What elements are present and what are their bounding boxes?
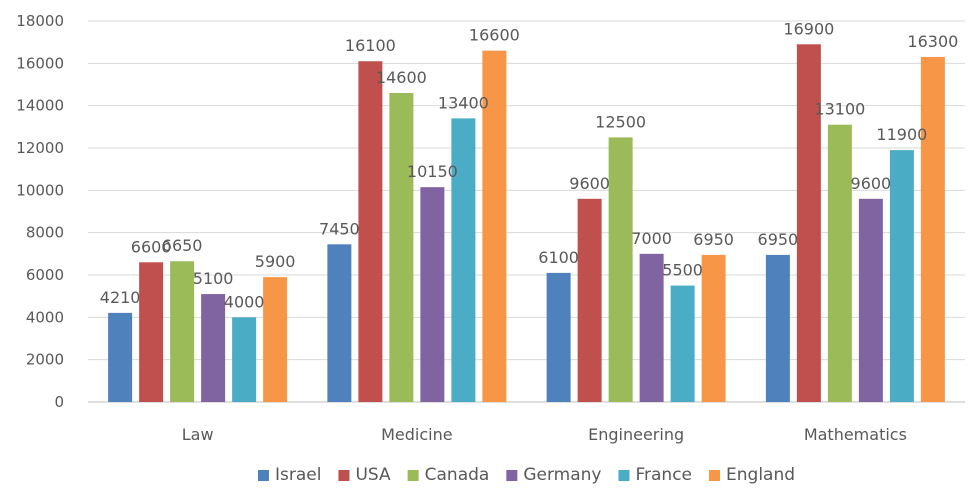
category-label-medicine: Medicine <box>381 425 452 444</box>
legend-label: England <box>726 465 795 485</box>
legend-item-germany[interactable]: Germany <box>506 465 601 485</box>
y-tick-label: 18000 <box>16 12 64 30</box>
bar-canada-engineering[interactable] <box>608 137 633 402</box>
data-label: 12500 <box>595 112 646 131</box>
y-tick-label: 8000 <box>26 224 64 242</box>
y-axis: 0 2000 4000 6000 8000 10000 12000 14000 16000 180… <box>16 12 64 411</box>
legend-swatch <box>338 470 350 481</box>
legend-label: France <box>635 465 692 485</box>
y-tick-label: 16000 <box>16 54 64 72</box>
data-label: 9600 <box>851 174 892 193</box>
data-label: 13400 <box>438 93 489 112</box>
bar-france-engineering[interactable] <box>670 285 695 402</box>
bar-germany-law[interactable] <box>201 294 226 402</box>
data-label: 11900 <box>876 125 927 144</box>
y-tick-label: 12000 <box>16 139 64 157</box>
legend-label: USA <box>355 465 391 485</box>
y-tick-label: 0 <box>54 393 64 411</box>
x-axis: Law Medicine Engineering Mathematics <box>182 425 907 444</box>
data-label: 7450 <box>319 219 360 238</box>
data-label: 16600 <box>469 26 520 45</box>
bar-israel-medicine[interactable] <box>327 244 352 402</box>
data-label: 6100 <box>538 248 579 267</box>
data-label: 14600 <box>376 68 427 87</box>
bar-canada-mathematics[interactable] <box>827 124 852 402</box>
legend[interactable]: Israel USA Canada Germany France England <box>257 465 795 485</box>
bar-israel-law[interactable] <box>108 312 133 402</box>
bar-usa-law[interactable] <box>139 262 164 402</box>
y-tick-label: 10000 <box>16 181 64 199</box>
bar-france-mathematics[interactable] <box>889 150 914 402</box>
bar-canada-medicine[interactable] <box>389 92 414 402</box>
legend-label: Germany <box>523 465 601 485</box>
y-tick-label: 2000 <box>26 351 64 369</box>
data-label: 6950 <box>693 230 734 249</box>
bar-usa-engineering[interactable] <box>577 198 602 402</box>
bar-germany-medicine[interactable] <box>420 187 445 402</box>
data-label: 5500 <box>662 261 703 280</box>
bar-france-law[interactable] <box>232 317 257 402</box>
bar-canada-law[interactable] <box>170 261 195 402</box>
legend-swatch <box>257 470 269 481</box>
data-label: 13100 <box>814 100 865 119</box>
bar-england-medicine[interactable] <box>482 50 507 403</box>
data-label: 5900 <box>255 252 296 271</box>
legend-label: Israel <box>275 465 321 485</box>
data-label: 4000 <box>224 292 265 311</box>
legend-item-france[interactable]: France <box>618 465 692 485</box>
bar-usa-mathematics[interactable] <box>796 44 821 403</box>
data-label: 10150 <box>407 162 458 181</box>
data-label: 7000 <box>631 229 672 248</box>
legend-swatch <box>506 470 518 481</box>
legend-swatch <box>618 470 630 481</box>
bar-france-medicine[interactable] <box>451 118 476 402</box>
data-label: 9600 <box>569 174 610 193</box>
data-label: 6650 <box>162 236 203 255</box>
bar-israel-engineering[interactable] <box>546 272 571 402</box>
bar-germany-engineering[interactable] <box>639 253 664 402</box>
bar-england-mathematics[interactable] <box>920 56 945 402</box>
data-label: 4210 <box>100 288 141 307</box>
bar-germany-mathematics[interactable] <box>858 198 883 402</box>
category-label-engineering: Engineering <box>588 425 684 444</box>
legend-swatch <box>709 470 721 481</box>
bar-england-law[interactable] <box>263 277 288 402</box>
y-tick-label: 4000 <box>26 308 64 326</box>
bar-usa-medicine[interactable] <box>358 61 383 402</box>
data-label: 16300 <box>907 32 958 51</box>
data-label: 6950 <box>758 230 799 249</box>
legend-item-israel[interactable]: Israel <box>257 465 321 485</box>
legend-swatch <box>407 470 419 481</box>
y-tick-label: 6000 <box>26 266 64 284</box>
bars <box>108 44 945 403</box>
legend-item-england[interactable]: England <box>709 465 795 485</box>
category-label-law: Law <box>182 425 214 444</box>
legend-item-canada[interactable]: Canada <box>407 465 490 485</box>
category-label-mathematics: Mathematics <box>804 425 907 444</box>
data-label: 16100 <box>345 36 396 55</box>
y-tick-label: 14000 <box>16 97 64 115</box>
data-label: 16900 <box>783 19 834 38</box>
legend-label: Canada <box>425 465 490 485</box>
legend-item-usa[interactable]: USA <box>338 465 391 485</box>
data-label: 5100 <box>193 269 234 288</box>
bar-england-engineering[interactable] <box>701 254 726 402</box>
bar-israel-mathematics[interactable] <box>765 254 790 402</box>
data-label: 6600 <box>131 237 172 256</box>
